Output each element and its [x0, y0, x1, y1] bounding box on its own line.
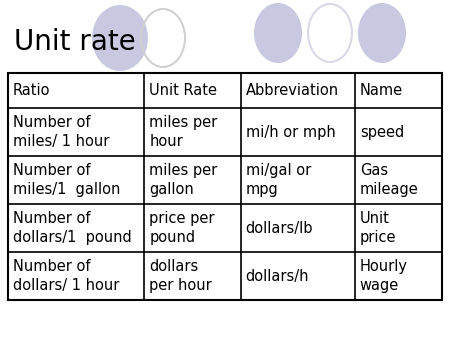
Text: dollars/lb: dollars/lb	[246, 221, 313, 236]
Text: speed: speed	[360, 125, 404, 140]
Ellipse shape	[92, 5, 148, 71]
Ellipse shape	[358, 3, 406, 63]
Text: mi/h or mph: mi/h or mph	[246, 125, 335, 140]
Text: miles per
gallon: miles per gallon	[149, 163, 218, 197]
Text: Abbreviation: Abbreviation	[246, 83, 339, 98]
Text: mi/gal or
mpg: mi/gal or mpg	[246, 163, 311, 197]
Text: Ratio: Ratio	[13, 83, 50, 98]
Text: Unit rate: Unit rate	[14, 28, 136, 56]
Text: Hourly
wage: Hourly wage	[360, 259, 408, 293]
Text: Number of
dollars/ 1 hour: Number of dollars/ 1 hour	[13, 259, 119, 293]
Text: dollars
per hour: dollars per hour	[149, 259, 212, 293]
Text: dollars/h: dollars/h	[246, 268, 309, 284]
Text: Number of
dollars/1  pound: Number of dollars/1 pound	[13, 211, 132, 245]
Text: Number of
miles/ 1 hour: Number of miles/ 1 hour	[13, 115, 109, 149]
Text: miles per
hour: miles per hour	[149, 115, 218, 149]
Text: Gas
mileage: Gas mileage	[360, 163, 418, 197]
Text: price per
pound: price per pound	[149, 211, 215, 245]
Text: Unit Rate: Unit Rate	[149, 83, 217, 98]
Text: Name: Name	[360, 83, 403, 98]
Bar	[8, 73, 442, 300]
Text: Unit
price: Unit price	[360, 211, 396, 245]
Text: Number of
miles/1  gallon: Number of miles/1 gallon	[13, 163, 121, 197]
Ellipse shape	[254, 3, 302, 63]
